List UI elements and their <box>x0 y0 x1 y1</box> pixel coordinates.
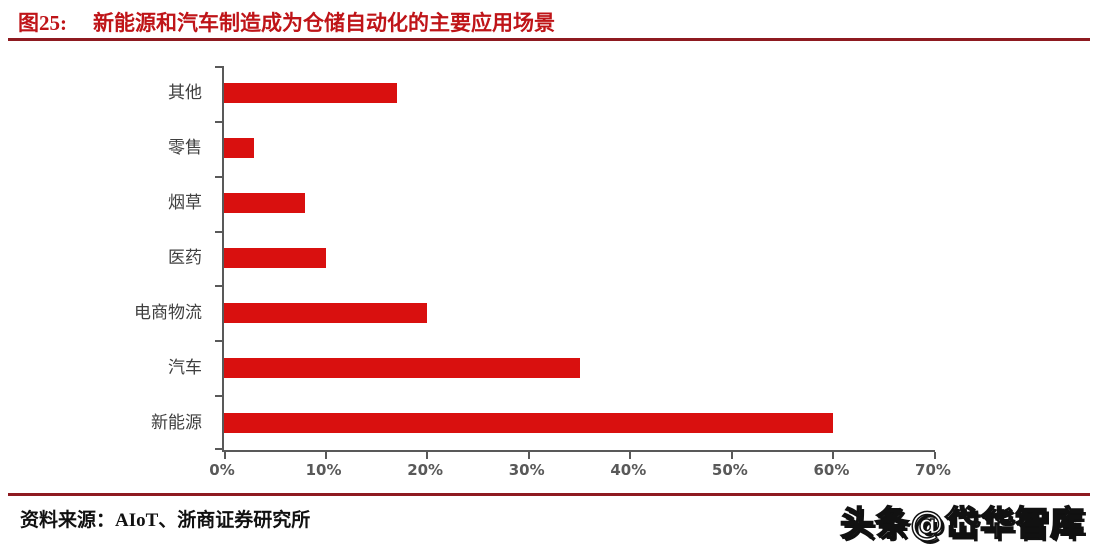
plot-area <box>215 66 936 459</box>
y-axis-tick <box>215 66 222 68</box>
y-axis-tick <box>215 448 222 450</box>
bar <box>224 302 428 323</box>
x-axis-tick-label: 0% <box>209 461 235 479</box>
category-label: 零售 <box>168 138 202 159</box>
x-axis-tick-label: 40% <box>610 461 647 479</box>
x-axis-tick <box>527 452 530 459</box>
x-axis-tick <box>629 452 632 459</box>
y-axis-tick <box>215 285 222 288</box>
x-axis-tick <box>324 452 327 459</box>
x-axis-tick-label: 30% <box>508 461 545 479</box>
figure-number: 图25: <box>18 11 67 35</box>
category-label: 汽车 <box>168 357 202 378</box>
bottom-divider <box>8 493 1090 496</box>
bar <box>224 138 255 159</box>
x-axis-tick-label: 60% <box>813 461 850 479</box>
y-axis-tick <box>215 175 222 178</box>
figure-title: 图25: 新能源和汽车制造成为仓储自动化的主要应用场景 <box>18 7 555 37</box>
bar <box>224 357 580 378</box>
y-axis-tick <box>215 395 222 398</box>
y-axis-tick <box>215 120 222 123</box>
x-axis-tick-label: 10% <box>305 461 342 479</box>
category-label: 烟草 <box>168 193 202 214</box>
y-axis-tick <box>215 230 222 233</box>
x-axis-tick <box>224 452 226 459</box>
category-label: 电商物流 <box>134 302 202 323</box>
top-divider <box>8 38 1090 41</box>
x-axis-labels: 0% 10% 20% 30% 40% 50% 60% 70% <box>209 461 951 483</box>
x-axis-tick-label: 70% <box>915 461 951 479</box>
category-label: 其他 <box>168 83 202 104</box>
category-label: 医药 <box>168 248 202 268</box>
source-note: 资料来源：AIoT、浙商证券研究所 <box>20 510 311 531</box>
x-axis-tick-label: 20% <box>407 461 444 479</box>
watermark: 头条@岱华智库 <box>839 503 1085 545</box>
figure-title-text: 新能源和汽车制造成为仓储自动化的主要应用场景 <box>93 11 555 35</box>
bar <box>224 412 834 433</box>
x-axis-tick-label: 50% <box>711 461 748 479</box>
y-axis-tick <box>215 340 222 343</box>
bar <box>224 248 326 268</box>
bar <box>224 83 397 104</box>
x-axis-tick <box>730 452 733 459</box>
category-label: 新能源 <box>151 412 202 433</box>
x-axis-tick <box>934 452 936 459</box>
x-axis-tick <box>426 452 429 459</box>
category-axis-labels: 其他零售烟草医药电商物流汽车新能源 <box>0 66 212 450</box>
x-axis-tick <box>832 452 835 459</box>
bar <box>224 193 306 214</box>
